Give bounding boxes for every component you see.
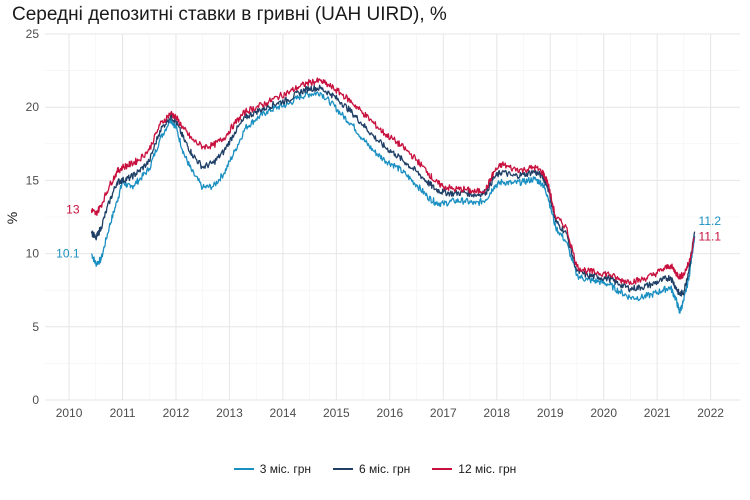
axis-layer: 0 5 10 15 20 25 2010 2011 2012 2013 2014 2015 2016 20… [26, 27, 725, 420]
y-tick-label: 25 [26, 27, 40, 41]
y-axis-title: % [4, 212, 20, 224]
legend-label: 3 міс. грн [259, 462, 312, 476]
series-start-label: 13 [66, 203, 80, 217]
series-end-label: 11.2 [699, 214, 722, 228]
x-tick-label: 2017 [430, 406, 457, 420]
legend-swatch [432, 468, 453, 470]
x-tick-label: 2016 [376, 406, 403, 420]
chart-title: Середні депозитні ставки в гривні (UAH U… [12, 4, 447, 25]
y-tick-label: 15 [26, 173, 40, 187]
series-line-3 [90, 91, 696, 314]
x-tick-label: 2015 [323, 406, 350, 420]
x-tick-label: 2018 [483, 406, 510, 420]
series-line-12 [90, 77, 695, 286]
x-tick-label: 2019 [537, 406, 564, 420]
x-tick-label: 2011 [110, 406, 136, 420]
y-tick-label: 20 [26, 100, 40, 114]
x-tick-label: 2012 [163, 406, 190, 420]
legend-label: 12 міс. грн [458, 462, 517, 476]
series-line-6 [90, 84, 696, 297]
x-tick-label: 2021 [644, 406, 671, 420]
legend-item: 12 міс. грн [432, 462, 516, 476]
x-tick-label: 2014 [270, 406, 297, 420]
legend: 3 міс. грн 6 міс. грн 12 міс. грн [0, 462, 750, 476]
grid-layer [45, 33, 740, 401]
x-tick-label: 2022 [697, 406, 724, 420]
y-tick-label: 10 [26, 247, 40, 261]
legend-item: 6 міс. грн [333, 462, 410, 476]
x-tick-label: 2020 [590, 406, 617, 420]
label-layer: 10.1 11.2 13 11.1 [56, 203, 721, 261]
legend-swatch [333, 468, 354, 470]
y-tick-label: 5 [32, 320, 39, 334]
legend-swatch [233, 468, 254, 470]
x-tick-label: 2013 [216, 406, 243, 420]
x-tick-label: 2010 [56, 406, 83, 420]
legend-item: 3 міс. грн [233, 462, 312, 476]
y-tick-label: 0 [32, 393, 39, 407]
series-end-label: 11.1 [699, 229, 722, 243]
legend-label: 6 міс. грн [359, 462, 411, 476]
series-start-label: 10.1 [56, 247, 80, 261]
series-layer [90, 77, 696, 314]
